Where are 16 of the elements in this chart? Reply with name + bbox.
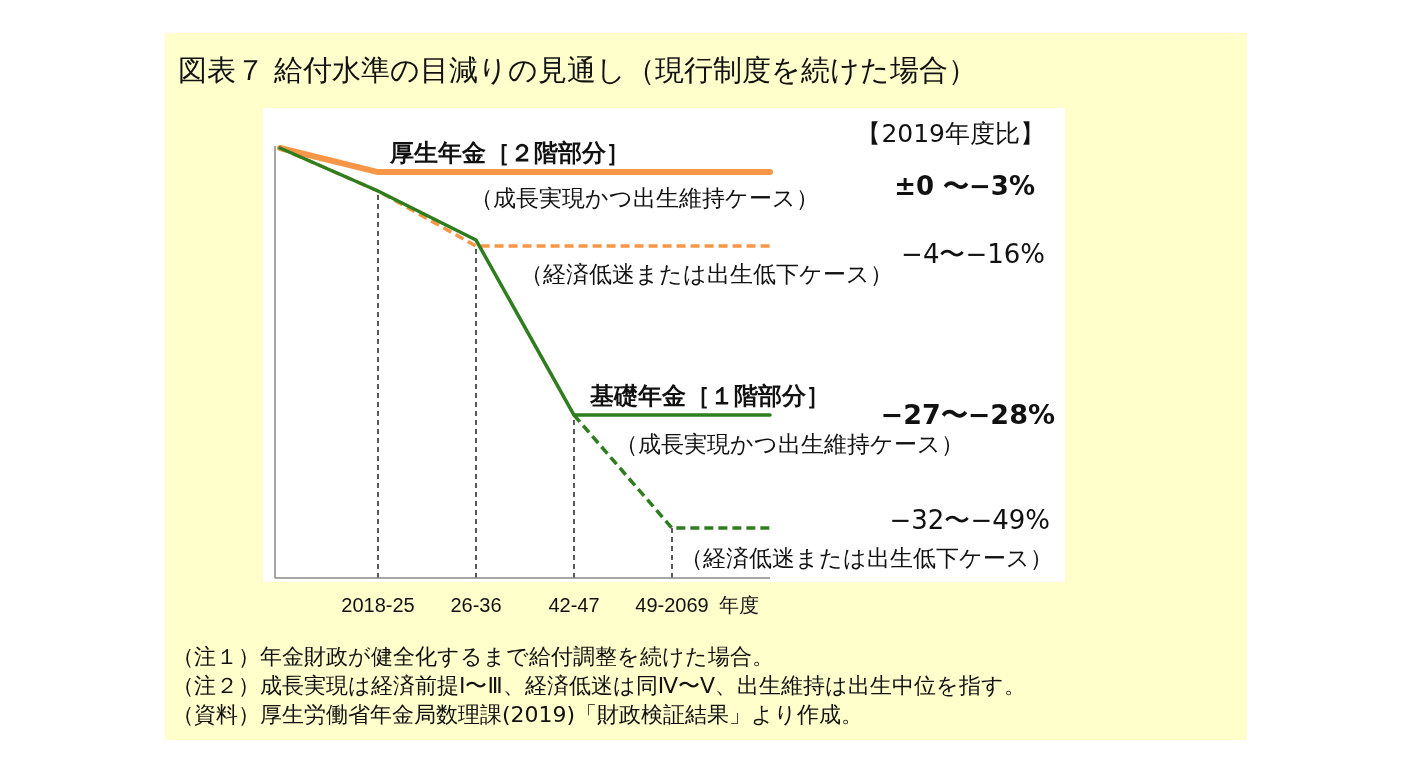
annotation: −27〜−28%: [880, 399, 1055, 430]
annotation: 【2019年度比】: [856, 119, 1045, 148]
annotation: （経済低迷または出生低下ケース）: [520, 261, 893, 287]
title: 図表７ 給付水準の目減りの見通し（現行制度を続けた場合）: [178, 53, 978, 87]
annotation: （成長実現かつ出生維持ケース）: [470, 185, 819, 211]
annotation: 厚生年金［２階部分］: [390, 139, 630, 167]
annotation: （資料）厚生労働省年金局数理課(2019)「財政検証結果」より作成。: [172, 702, 864, 727]
annotation: （注２）成長実現は経済前提Ⅰ〜Ⅲ、経済低迷は同Ⅳ〜Ⅴ、出生維持は出生中位を指す。: [172, 673, 1026, 698]
annotation: （成長実現かつ出生維持ケース）: [615, 431, 964, 457]
annotation: ±0 〜−3%: [894, 171, 1035, 201]
annotation: （経済低迷または出生低下ケース）: [680, 545, 1053, 571]
annotation: 基礎年金［１階部分］: [590, 382, 830, 410]
annotation: （注１）年金財政が健全化するまで給付調整を続けた場合。: [172, 644, 774, 669]
xlabel: 年度: [718, 593, 759, 617]
annotation: −32〜−49%: [889, 505, 1050, 535]
annotation: −4〜−16%: [901, 239, 1045, 269]
